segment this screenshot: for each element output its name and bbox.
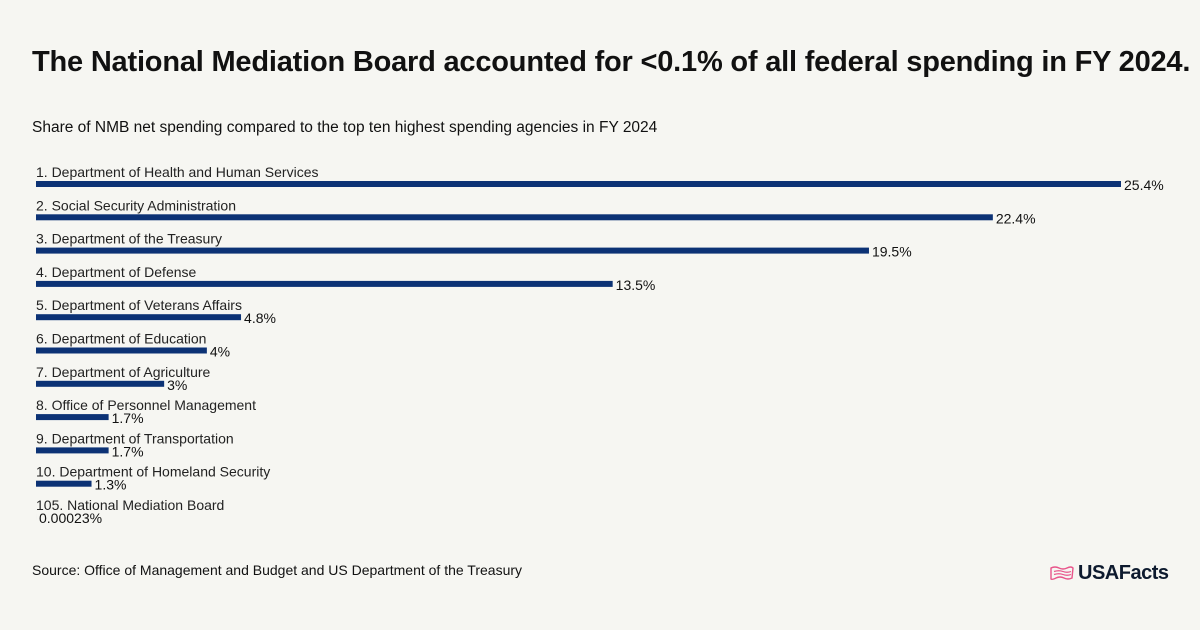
category-label: 1. Department of Health and Human Servic… [36,164,318,180]
category-label: 4. Department of Defense [36,264,197,280]
value-label: 1.3% [95,477,127,493]
category-label: 7. Department of Agriculture [36,364,211,380]
value-label: 0.00023% [39,510,102,526]
value-label: 22.4% [996,210,1036,226]
category-label: 6. Department of Education [36,331,206,347]
usa-map-flag-icon [1050,566,1074,581]
value-label: 25.4% [1124,177,1164,193]
usafacts-logo[interactable]: USAFacts [1050,560,1169,586]
source-note: Source: Office of Management and Budget … [32,562,523,578]
value-label: 1.7% [112,410,144,426]
value-label: 1.7% [112,443,144,459]
bar [36,314,242,321]
value-label: 13.5% [616,277,656,293]
category-label: 5. Department of Veterans Affairs [36,297,242,313]
bar [36,247,869,254]
chart-subtitle: Share of NMB net spending compared to th… [32,119,658,136]
category-label: 10. Department of Homeland Security [36,464,270,480]
category-label: 9. Department of Transportation [36,430,234,446]
logo-text: USAFacts [1078,561,1169,584]
chart-title: The National Mediation Board accounted f… [32,46,1191,78]
value-label: 3% [167,377,187,393]
category-label: 105. National Mediation Board [36,497,224,513]
bar [36,214,993,221]
bar [36,280,613,287]
value-label: 4.8% [244,310,276,326]
value-label: 4% [210,344,230,360]
bar [36,480,92,487]
bar [36,380,165,387]
bar [36,347,207,354]
bar [36,414,109,421]
category-label: 8. Office of Personnel Management [36,397,256,413]
value-label: 19.5% [872,244,912,260]
bar [36,447,109,454]
category-label: 2. Social Security Administration [36,197,236,213]
category-label: 3. Department of the Treasury [36,231,222,247]
bar [36,181,1121,187]
